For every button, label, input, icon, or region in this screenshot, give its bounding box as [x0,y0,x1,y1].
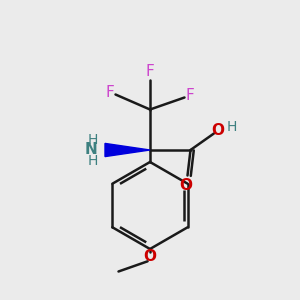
Text: H: H [88,133,98,146]
Polygon shape [105,143,150,157]
Text: F: F [106,85,115,100]
Text: F: F [185,88,194,103]
Text: O: O [143,249,157,264]
Text: F: F [146,64,154,80]
Text: O: O [179,178,193,193]
Text: H: H [88,154,98,168]
Text: N: N [84,142,97,158]
Text: H: H [226,120,237,134]
Text: O: O [211,123,224,138]
